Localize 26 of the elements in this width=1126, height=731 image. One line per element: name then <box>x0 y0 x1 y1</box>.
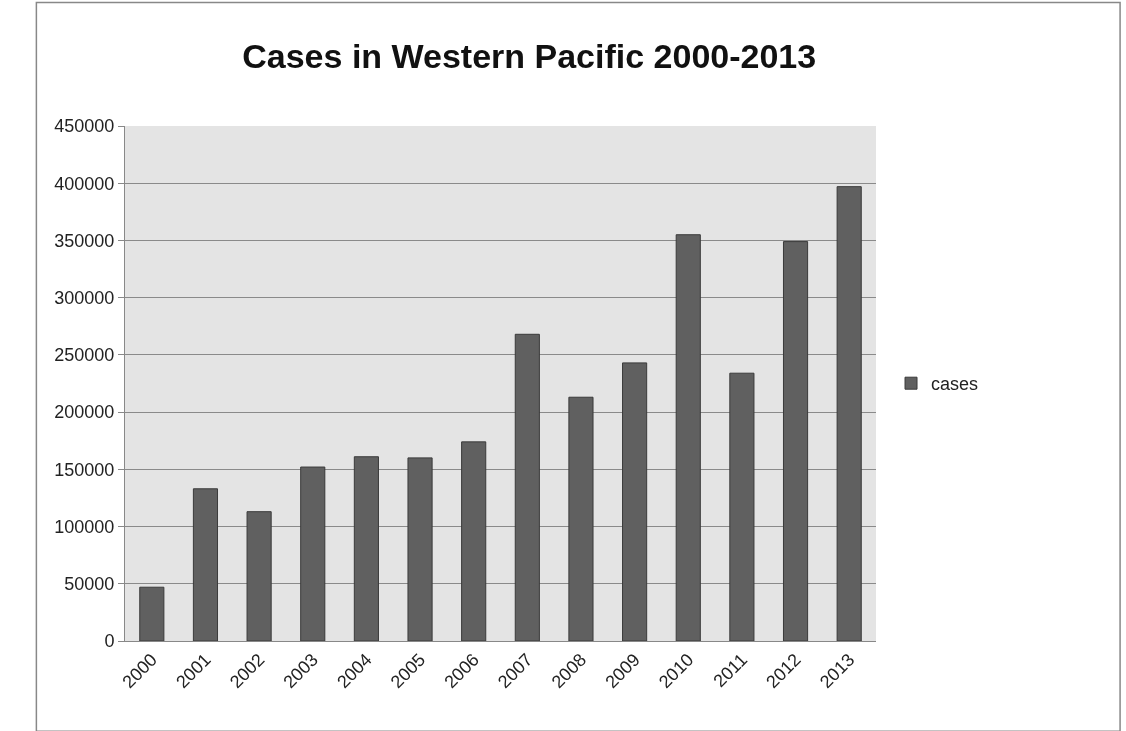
bar <box>514 333 540 641</box>
bar <box>568 396 594 641</box>
bar <box>353 456 379 641</box>
y-tick-label: 300000 <box>54 287 115 308</box>
y-tick-label: 50000 <box>64 574 115 595</box>
bar <box>782 241 809 641</box>
bar <box>622 362 648 641</box>
y-tick-label: 400000 <box>54 173 115 194</box>
chart-title: Cases in Western Pacific 2000-2013 <box>242 36 817 75</box>
y-tick-label: 350000 <box>54 230 115 251</box>
bar <box>192 488 219 641</box>
y-tick-label: 200000 <box>54 402 115 423</box>
bar <box>675 234 701 641</box>
bar <box>461 441 487 641</box>
bar <box>836 186 862 641</box>
bar <box>407 457 433 641</box>
bar <box>246 511 272 641</box>
y-tick-label: 0 <box>104 631 115 652</box>
y-tick-label: 250000 <box>54 345 115 366</box>
y-tick-label: 100000 <box>54 516 115 537</box>
legend-label: cases <box>931 374 979 395</box>
y-tick-label: 150000 <box>54 459 115 480</box>
bar <box>300 466 326 641</box>
bar <box>139 586 165 641</box>
y-tick-label: 450000 <box>54 116 115 137</box>
bar <box>729 372 755 641</box>
